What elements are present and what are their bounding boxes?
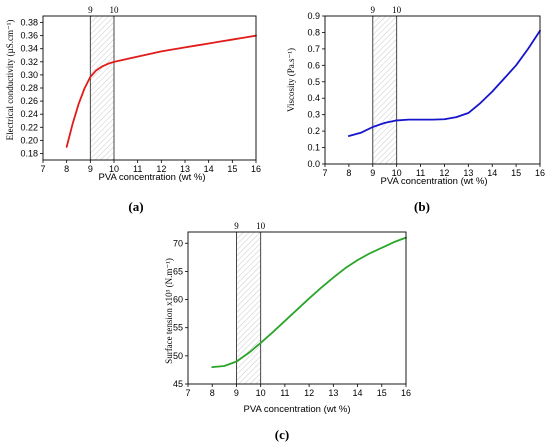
y-tick-label: 55 bbox=[173, 323, 183, 333]
x-tick-label: 8 bbox=[64, 164, 69, 174]
y-tick-label: 0.0 bbox=[307, 159, 320, 169]
y-tick-label: 0.30 bbox=[20, 70, 38, 80]
shaded-region bbox=[90, 16, 114, 160]
x-tick-label: 12 bbox=[304, 388, 314, 398]
x-tick-label: 15 bbox=[377, 388, 387, 398]
y-tick-label: 0.1 bbox=[307, 143, 320, 153]
x-tick-label: 10 bbox=[256, 388, 266, 398]
x-tick-label: 11 bbox=[416, 168, 425, 178]
y-tick-label: 0.36 bbox=[20, 31, 38, 41]
y-tick-label: 0.34 bbox=[20, 44, 38, 54]
y-tick-label: 0.24 bbox=[20, 109, 38, 119]
x-tick-label: 12 bbox=[439, 168, 449, 178]
y-tick-label: 65 bbox=[173, 266, 183, 276]
x-tick-label: 16 bbox=[251, 164, 261, 174]
y-tick-label: 0.2 bbox=[307, 126, 320, 136]
x-tick-label: 7 bbox=[322, 168, 327, 178]
y-tick-label: 45 bbox=[173, 379, 183, 389]
y-tick-label: 0.5 bbox=[307, 77, 320, 87]
x-tick-label: 10 bbox=[392, 168, 402, 178]
data-series-line bbox=[347, 29, 541, 137]
x-tick-label: 9 bbox=[88, 164, 93, 174]
x-axis-label: PVA concentration (wt %) bbox=[380, 176, 487, 187]
y-tick-label: 0.22 bbox=[20, 122, 38, 132]
y-tick-label: 0.28 bbox=[20, 83, 38, 93]
y-tick-label: 60 bbox=[173, 295, 183, 305]
x-tick-label: 14 bbox=[353, 388, 363, 398]
region-label: 9 bbox=[371, 5, 376, 15]
y-axis-label: Surface tension x10³ (N.m⁻¹) bbox=[164, 258, 174, 364]
x-axis-label: PVA concentration (wt %) bbox=[243, 404, 350, 415]
y-tick-label: 0.18 bbox=[20, 148, 38, 158]
y-tick-label: 0.20 bbox=[20, 135, 38, 145]
x-tick-label: 14 bbox=[487, 168, 497, 178]
plot-frame bbox=[42, 15, 257, 161]
y-tick-label: 0.3 bbox=[307, 110, 320, 120]
region-label: 9 bbox=[234, 221, 239, 231]
x-tick-label: 8 bbox=[346, 168, 351, 178]
y-axis-label: Viscosity (Pa.s⁻¹) bbox=[286, 48, 296, 112]
y-tick-label: 0.7 bbox=[307, 44, 320, 54]
x-tick-label: 13 bbox=[180, 164, 190, 174]
x-tick-label: 13 bbox=[463, 168, 473, 178]
chart-panel-a: Electrical conductivity (µS.cm⁻¹) PVA co… bbox=[5, 5, 261, 214]
y-axis-label: Electrical conductivity (µS.cm⁻¹) bbox=[5, 20, 15, 141]
y-tick-label: 0.6 bbox=[307, 60, 320, 70]
y-tick-label: 50 bbox=[173, 351, 183, 361]
x-tick-label: 7 bbox=[185, 388, 190, 398]
x-tick-label: 16 bbox=[401, 388, 411, 398]
y-tick-label: 0.8 bbox=[307, 27, 320, 37]
region-label: 10 bbox=[256, 221, 266, 231]
y-tick-label: 70 bbox=[173, 238, 183, 248]
x-tick-label: 12 bbox=[156, 164, 166, 174]
x-tick-label: 16 bbox=[535, 168, 545, 178]
chart-panel-c: Surface tension x10³ (N.m⁻¹) PVA concent… bbox=[164, 221, 411, 442]
y-tick-label: 0.4 bbox=[307, 93, 320, 103]
y-tick-label: 0.9 bbox=[307, 11, 320, 21]
y-tick-label: 0.38 bbox=[20, 18, 38, 28]
x-tick-label: 8 bbox=[210, 388, 215, 398]
plot-frame bbox=[324, 15, 541, 165]
x-tick-label: 15 bbox=[511, 168, 521, 178]
region-label: 10 bbox=[392, 5, 402, 15]
panel-label: (c) bbox=[275, 427, 289, 442]
x-tick-label: 9 bbox=[234, 388, 239, 398]
panel-label: (a) bbox=[128, 199, 143, 214]
region-label: 10 bbox=[110, 5, 120, 15]
x-tick-label: 13 bbox=[328, 388, 338, 398]
x-tick-label: 11 bbox=[280, 388, 289, 398]
region-label: 9 bbox=[88, 5, 93, 15]
x-tick-label: 11 bbox=[133, 164, 142, 174]
x-tick-label: 14 bbox=[204, 164, 214, 174]
x-tick-label: 7 bbox=[40, 164, 45, 174]
shaded-region bbox=[236, 232, 261, 384]
data-series-line bbox=[211, 236, 407, 369]
panel-label: (b) bbox=[414, 199, 430, 214]
x-tick-label: 10 bbox=[109, 164, 119, 174]
y-tick-label: 0.32 bbox=[20, 57, 38, 67]
y-tick-label: 0.26 bbox=[20, 96, 38, 106]
x-tick-label: 15 bbox=[227, 164, 237, 174]
x-axis-label: PVA concentration (wt %) bbox=[98, 172, 205, 183]
data-series-line bbox=[65, 34, 257, 148]
shaded-region bbox=[372, 16, 397, 164]
x-tick-label: 9 bbox=[370, 168, 375, 178]
chart-panel-b: Viscosity (Pa.s⁻¹) PVA concentration (wt… bbox=[286, 5, 545, 214]
plot-frame bbox=[187, 231, 407, 385]
